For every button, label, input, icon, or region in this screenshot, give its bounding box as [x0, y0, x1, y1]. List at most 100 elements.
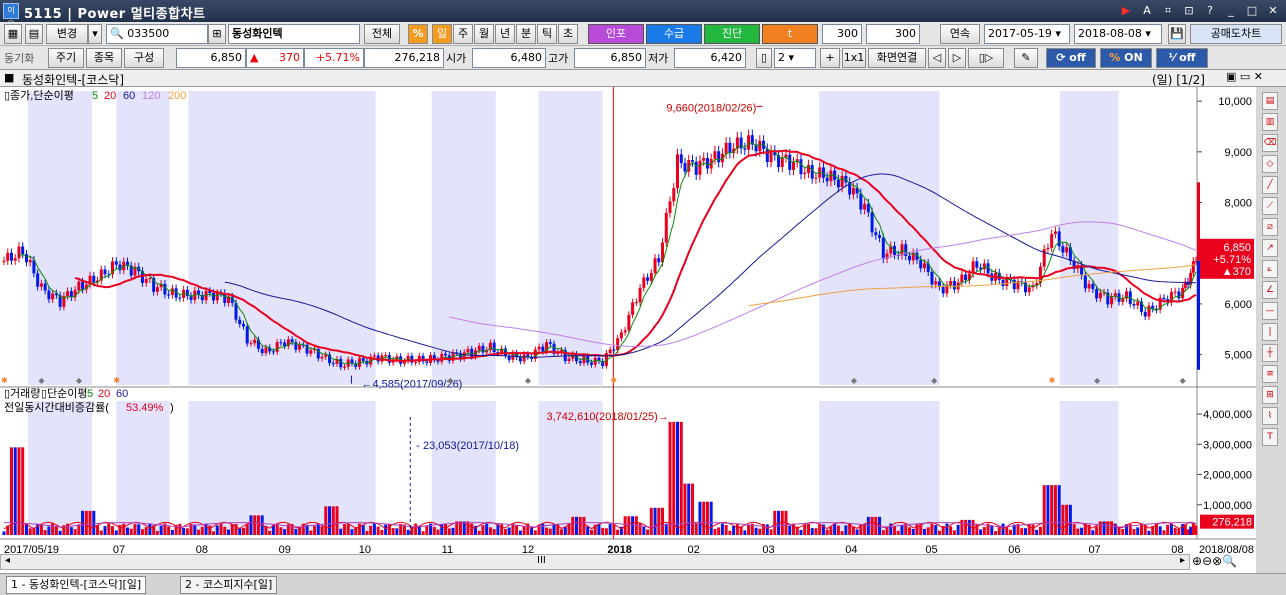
stock-button[interactable]: 종목 — [86, 48, 122, 68]
count-input-1[interactable]: 300 — [822, 24, 862, 44]
event-marker-4[interactable]: ◆ — [447, 376, 454, 385]
volume-bar-48 — [182, 527, 186, 535]
period-tab-0[interactable]: 일 — [432, 24, 452, 44]
close-icon[interactable]: ✕ — [1268, 4, 1278, 17]
maximize-icon[interactable]: □ — [1246, 4, 1258, 17]
tool-hline-icon[interactable]: — — [1262, 302, 1278, 320]
all-button[interactable]: 전체 — [364, 24, 400, 44]
tool-cycle-icon[interactable]: ⌇ — [1262, 407, 1278, 425]
change-button[interactable]: 변경 — [46, 24, 88, 44]
scroll-right-icon[interactable]: ▸ — [1179, 555, 1185, 566]
count-input-2[interactable]: 300 — [866, 24, 920, 44]
tool-channel-icon[interactable]: ⧄ — [1262, 218, 1278, 236]
period-tab-2[interactable]: 월 — [474, 24, 494, 44]
continuous-button[interactable]: 연속 — [940, 24, 980, 44]
link-icon[interactable]: ⌗ — [1164, 4, 1172, 17]
percent-button[interactable]: % — [408, 24, 428, 44]
pen-icon[interactable]: ✎ — [1014, 48, 1038, 68]
chart-svg[interactable]: 10,0009,0008,0007,0006,0005,0004,000,000… — [0, 87, 1256, 579]
candle-body-223 — [836, 179, 840, 188]
event-marker-3[interactable]: ✱ — [113, 376, 120, 385]
tool-ray-icon[interactable]: ↗ — [1262, 239, 1278, 257]
split-icon[interactable]: ▯ — [756, 48, 772, 68]
save-icon[interactable]: 💾 — [1168, 24, 1186, 44]
period-tab-1[interactable]: 주 — [453, 24, 473, 44]
chart-plot-area[interactable]: 10,0009,0008,0007,0006,0005,0004,000,000… — [0, 87, 1256, 579]
event-marker-9[interactable]: ✱ — [1049, 376, 1056, 385]
event-marker-6[interactable]: ✱ — [610, 376, 617, 385]
save-layout-icon[interactable]: ▤ — [25, 24, 43, 44]
chart-scrollbar[interactable]: ◂ III ▸ — [0, 554, 1190, 570]
diagnosis-button[interactable]: 진단 — [704, 24, 760, 44]
zoom-in-icon[interactable]: ⊕ — [1192, 554, 1203, 568]
tool-cross-icon[interactable]: ┼ — [1262, 344, 1278, 362]
code-search-icon[interactable]: ⊞ — [208, 24, 226, 44]
tab-kospi-daily[interactable]: 2 - 코스피지수[일] — [180, 576, 278, 594]
tab-stock-daily[interactable]: 1 - 동성화인텍-[코스닥][일] — [6, 576, 147, 594]
tool-eraser-icon[interactable]: ◇ — [1262, 155, 1278, 173]
chart-menu-icon[interactable]: ■ — [4, 71, 15, 84]
event-marker-7[interactable]: ◆ — [851, 376, 858, 385]
volume-bar-81 — [305, 524, 309, 535]
screen-link-button[interactable]: 화면연결 — [868, 48, 926, 68]
stock-code-input[interactable]: 🔍 033500 — [106, 24, 208, 44]
period-tab-4[interactable]: 분 — [516, 24, 536, 44]
toggle-off-1[interactable]: ⟳ off — [1046, 48, 1096, 68]
font-icon[interactable]: A — [1143, 4, 1151, 17]
tool-all-icon[interactable]: ⌫ — [1262, 134, 1278, 152]
zoom-reset-icon[interactable]: ⊗ — [1212, 554, 1223, 568]
tool-line-icon[interactable]: ╱ — [1262, 176, 1278, 194]
event-marker-0[interactable]: ✱ — [1, 376, 8, 385]
cycle-button[interactable]: 주기 — [48, 48, 84, 68]
app-icon: 이용 — [3, 3, 19, 29]
tool-gann-icon[interactable]: ⊞ — [1262, 386, 1278, 404]
toggle-off-2[interactable]: ⅟ off — [1156, 48, 1208, 68]
change-dropdown[interactable]: ▾ — [88, 24, 102, 44]
chart-window-buttons[interactable]: ▣ ▭ ✕ — [1226, 70, 1263, 83]
t-button[interactable]: t — [762, 24, 818, 44]
layout-count-select[interactable]: 2 ▾ — [774, 48, 816, 68]
volume-subtitle: 전일동시간대비증감률( — [4, 400, 109, 414]
one-by-one-button[interactable]: 1x1 — [842, 48, 866, 68]
event-marker-11[interactable]: ◆ — [1180, 376, 1187, 385]
prev-icon[interactable]: ◁ — [928, 48, 946, 68]
period-tab-6[interactable]: 초 — [558, 24, 578, 44]
minimize-icon[interactable]: _ — [1228, 4, 1234, 17]
candle-body-131 — [492, 342, 496, 353]
date-to-field[interactable]: 2018-08-08 ▾ — [1074, 24, 1162, 44]
pin-icon[interactable]: ⊡ — [1184, 4, 1194, 17]
next-icon[interactable]: ▷ — [948, 48, 966, 68]
period-tab-3[interactable]: 년 — [495, 24, 515, 44]
tool-fan-icon[interactable]: ⟀ — [1262, 260, 1278, 278]
compose-button[interactable]: 구성 — [124, 48, 164, 68]
event-marker-2[interactable]: ◆ — [76, 376, 83, 385]
help-icon[interactable]: ? — [1207, 4, 1213, 17]
scroll-left-icon[interactable]: ◂ — [5, 555, 11, 566]
play-icon[interactable]: ▯▷ — [968, 48, 1004, 68]
tool-text-icon[interactable]: T — [1262, 428, 1278, 446]
zoom-search-icon[interactable]: 🔍 — [1222, 554, 1238, 568]
period-tab-5[interactable]: 틱 — [537, 24, 557, 44]
tool-angle-icon[interactable]: ∠ — [1262, 281, 1278, 299]
event-marker-1[interactable]: ◆ — [38, 376, 45, 385]
layout-icon[interactable]: ▦ — [4, 24, 22, 44]
tool-bar-icon[interactable]: ▥ — [1262, 113, 1278, 131]
toggle-on[interactable]: % ON — [1100, 48, 1152, 68]
zoom-out-icon[interactable]: ⊖ — [1202, 554, 1213, 568]
candle-body-166 — [623, 330, 627, 333]
event-marker-10[interactable]: ◆ — [1094, 376, 1101, 385]
tool-list-icon[interactable]: ▤ — [1262, 92, 1278, 110]
tool-vline-icon[interactable]: | — [1262, 323, 1278, 341]
volume-bar-278 — [1042, 485, 1046, 535]
tool-trend-icon[interactable]: ⟋ — [1262, 197, 1278, 215]
tool-fib-icon[interactable]: ≡ — [1262, 365, 1278, 383]
info-button[interactable]: 인포 — [588, 24, 644, 44]
scroll-thumb[interactable]: III — [537, 555, 546, 566]
event-marker-8[interactable]: ◆ — [931, 376, 938, 385]
event-marker-5[interactable]: ◆ — [525, 376, 532, 385]
alert-icon[interactable]: ▶ — [1121, 4, 1131, 17]
add-icon[interactable]: + — [820, 48, 840, 68]
short-chart-button[interactable]: 공매도차트 — [1190, 24, 1282, 44]
date-from-field[interactable]: 2017-05-19 ▾ — [984, 24, 1070, 44]
supply-button[interactable]: 수급 — [646, 24, 702, 44]
